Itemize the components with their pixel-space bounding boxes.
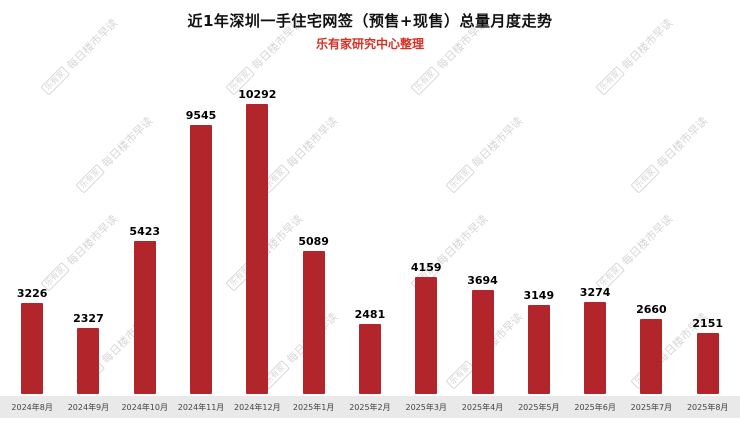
- bar-value-label: 2660: [636, 303, 667, 316]
- x-axis-label: 2024年9月: [67, 402, 110, 412]
- bar-value-label: 5423: [129, 225, 161, 238]
- bar-column: 10292: [231, 88, 284, 394]
- bar-column: 3274: [569, 286, 622, 394]
- chart-subtitle: 乐有家研究中心整理: [315, 37, 424, 51]
- bar: [358, 324, 381, 394]
- bar: [77, 328, 100, 394]
- bar-column: 3149: [512, 289, 565, 394]
- bar-column: 5089: [287, 235, 340, 394]
- x-axis-label: 2025年4月: [461, 402, 504, 412]
- x-axis-label: 2025年7月: [630, 402, 673, 412]
- x-axis-label: 2024年10月: [121, 402, 168, 412]
- bar-column: 2481: [343, 308, 396, 394]
- bar-value-label: 2327: [73, 312, 104, 325]
- bar-value-label: 5089: [298, 235, 329, 248]
- bar-column: 9545: [175, 109, 228, 394]
- bar-column: 3226: [6, 287, 59, 394]
- bar-column: 3694: [456, 274, 509, 394]
- bar-value-label: 2481: [354, 308, 386, 321]
- bar-value-label: 3274: [579, 286, 611, 299]
- chart-header: 近1年深圳一手住宅网签（预售+现售）总量月度走势 乐有家研究中心整理: [0, 0, 740, 52]
- bar: [527, 305, 550, 394]
- x-axis-label: 2025年6月: [574, 402, 616, 412]
- bar-column: 4159: [400, 261, 453, 394]
- bar-value-label: 10292: [238, 88, 277, 101]
- bar-value-label: 4159: [410, 261, 442, 274]
- chart-title: 近1年深圳一手住宅网签（预售+现售）总量月度走势: [187, 12, 553, 30]
- x-axis-label: 2025年1月: [292, 402, 335, 412]
- x-axis-label: 2024年11月: [177, 402, 225, 412]
- bar-value-label: 9545: [185, 109, 217, 122]
- x-axis-label: 2024年12月: [234, 402, 281, 412]
- bar-column: 2660: [625, 303, 678, 394]
- bar-value-label: 3226: [16, 287, 48, 300]
- x-axis-label: 2025年5月: [518, 402, 560, 412]
- x-axis: 2024年8月 2024年9月 2024年10月 2024年11月 2024年12月 20…: [0, 396, 740, 418]
- bar-column: 2327: [62, 312, 115, 394]
- bar-value-label: 3694: [467, 274, 498, 287]
- bar-value-label: 2151: [692, 317, 724, 330]
- x-axis-label: 2024年8月: [11, 402, 53, 412]
- bar: [696, 333, 719, 394]
- bar: [415, 277, 438, 394]
- bar: [190, 125, 213, 394]
- bar: [133, 241, 156, 394]
- x-axis-label: 2025年8月: [686, 402, 729, 412]
- bar: [246, 104, 269, 394]
- bar: [640, 319, 663, 394]
- bar-value-label: 3149: [523, 289, 555, 302]
- bar-chart: 3226 2327 5423 9545 10292 5089 2481 4159 3694 314…: [0, 56, 740, 394]
- x-axis-label: 2025年3月: [405, 402, 447, 412]
- bar: [471, 290, 494, 394]
- bar: [584, 302, 607, 394]
- bar: [21, 303, 44, 394]
- bar-column: 5423: [118, 225, 171, 394]
- bar: [302, 251, 325, 394]
- x-axis-label: 2025年2月: [349, 402, 391, 412]
- bar-column: 2151: [681, 317, 734, 394]
